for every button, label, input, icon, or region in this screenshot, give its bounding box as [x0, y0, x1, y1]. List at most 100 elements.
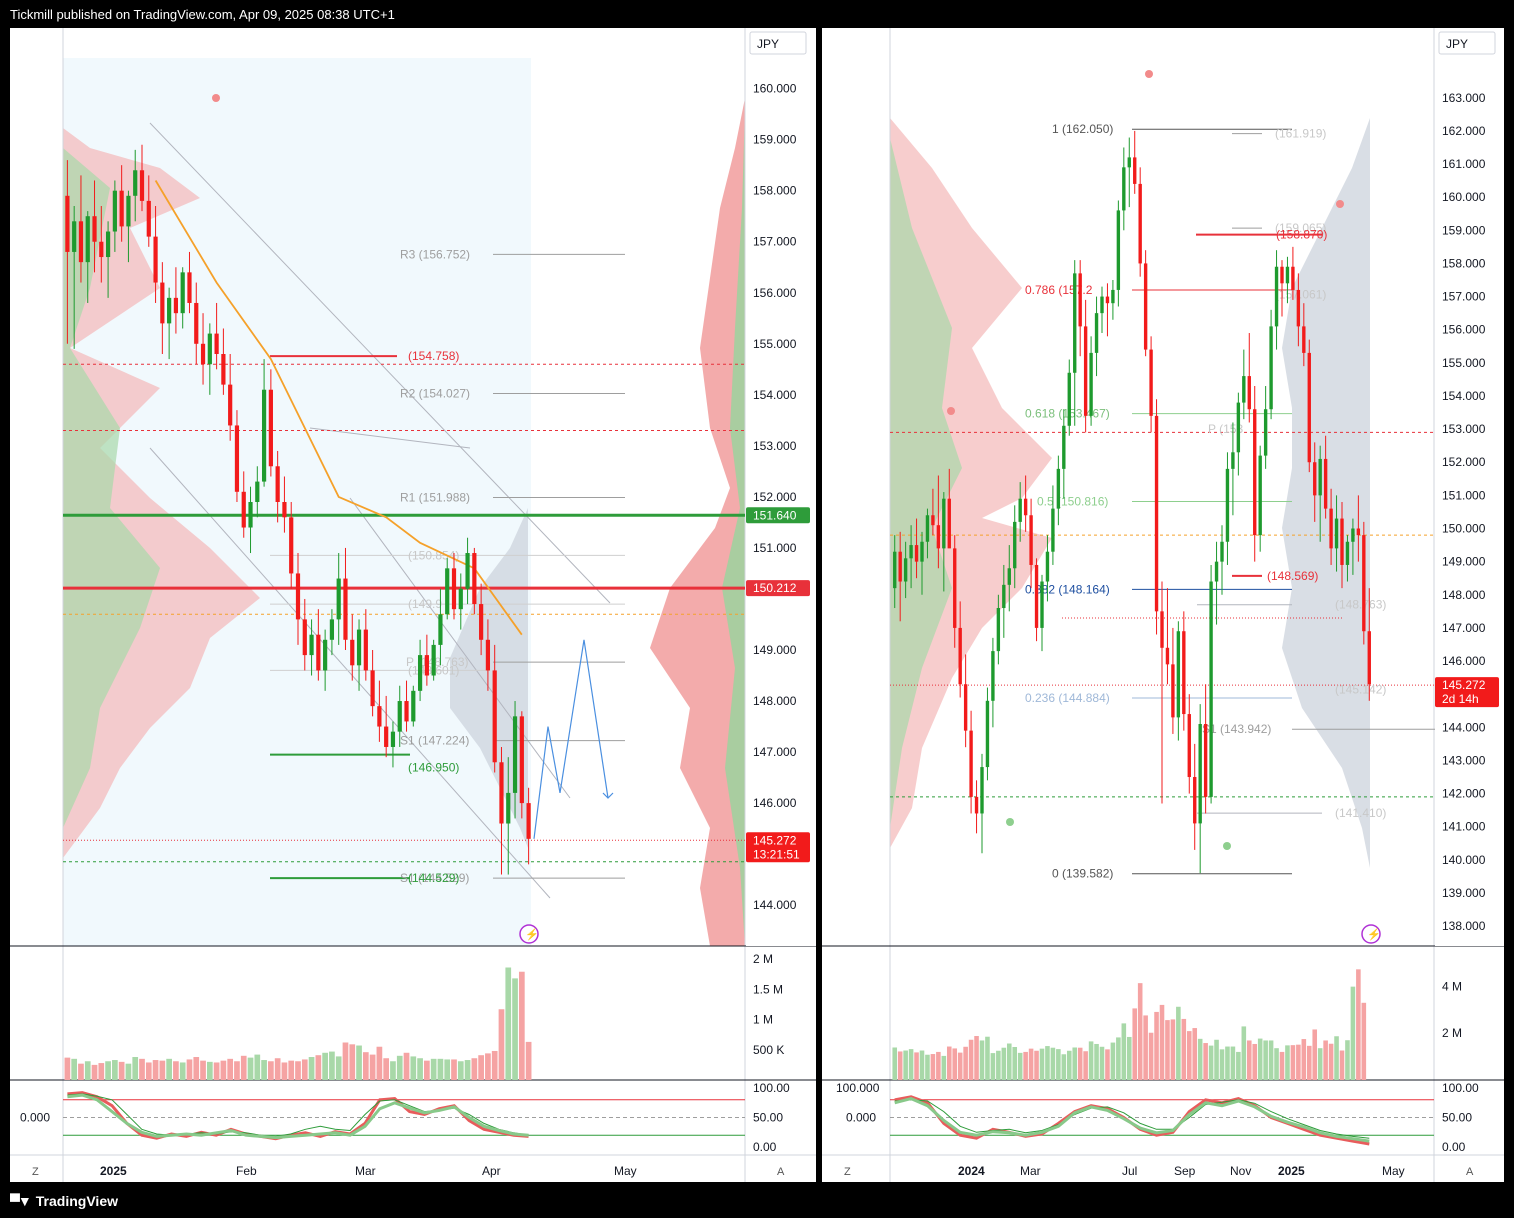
price-tick: 142.000	[1442, 787, 1486, 801]
candle-body	[512, 716, 518, 793]
volume-bar	[1154, 1011, 1159, 1080]
volume-bar	[64, 1057, 71, 1080]
volume-bar	[1306, 1045, 1312, 1080]
candle-body	[898, 551, 902, 582]
candle-body	[214, 333, 219, 354]
zoom-button[interactable]	[838, 1161, 860, 1181]
volume-bar	[1268, 1040, 1274, 1080]
volume-bar	[464, 1060, 471, 1080]
current-price-tag	[1435, 677, 1499, 708]
volume-bar	[159, 1060, 166, 1080]
candle-body	[458, 588, 463, 610]
candle-body	[1138, 183, 1142, 264]
fib-label: 0.5 (150.816)	[1037, 494, 1108, 508]
volume-bar	[139, 1058, 145, 1080]
volume-bar	[1317, 1048, 1323, 1080]
volume-bar	[1126, 1036, 1132, 1080]
volume-bar	[430, 1058, 437, 1080]
zoom-button[interactable]	[26, 1161, 48, 1181]
volume-bar	[525, 1041, 532, 1080]
price-tick: 152.000	[753, 490, 797, 504]
tradingview-logo-icon: ▀▼	[10, 1193, 32, 1209]
price-tick: 152.000	[1442, 455, 1486, 469]
osc-left-value: 0.000	[20, 1111, 50, 1125]
candle-body	[996, 608, 1001, 652]
time-label: May	[614, 1164, 637, 1178]
osc-signal-line	[67, 1093, 529, 1140]
countdown-text: 2d 14h	[1442, 692, 1479, 706]
volume-bar	[1056, 1049, 1061, 1080]
left-chart-panel[interactable]: R3 (156.752) R2 (154.027) R1 (151.988) (150…	[10, 28, 816, 1182]
signal-dot	[1145, 70, 1153, 78]
candle-body	[139, 170, 145, 201]
candle-body	[920, 541, 924, 562]
candle-body	[1127, 157, 1131, 168]
candle-body	[356, 629, 362, 666]
pivot-label: R1 (151.988)	[400, 491, 470, 505]
candle-body	[1280, 266, 1284, 284]
osc-left-value: 100.000	[836, 1081, 880, 1095]
volume-bar	[1077, 1047, 1083, 1080]
right-chart-svg[interactable]: 1 (162.050) 0.786 (157.2 0.618 (153.467) 0.…	[822, 28, 1504, 1182]
candle-body	[1023, 498, 1028, 516]
pivot-label: P (153	[1208, 422, 1243, 436]
osc-tick: 50.00	[1442, 1111, 1472, 1125]
right-chart-panel[interactable]: 1 (162.050) 0.786 (157.2 0.618 (153.467) 0.…	[822, 28, 1504, 1182]
candle-body	[438, 614, 443, 645]
candle-body	[1083, 326, 1088, 416]
pivot-label: R3 (156.752)	[400, 247, 470, 261]
candle-body	[302, 619, 307, 656]
candle-body	[914, 545, 919, 562]
candle-body	[1100, 296, 1104, 314]
volume-bar	[1159, 1004, 1165, 1080]
volume-bar	[335, 1056, 342, 1080]
candle-body	[377, 706, 382, 727]
volume-bar	[410, 1056, 417, 1080]
price-tick: 160.000	[753, 82, 797, 96]
volume-bar	[946, 1046, 952, 1080]
candle-body	[445, 568, 450, 615]
volume-bar	[1246, 1040, 1252, 1080]
candle-body	[1209, 581, 1213, 797]
fib-label: 0.618 (153.467)	[1025, 407, 1110, 421]
volume-bar	[261, 1060, 267, 1080]
currency-box[interactable]	[749, 31, 807, 55]
volume-bar	[417, 1058, 423, 1080]
volume-bar	[118, 1061, 125, 1080]
price-tick: 139.000	[1442, 886, 1486, 900]
left-chart-svg[interactable]: R3 (156.752) R2 (154.027) R1 (151.988) (150…	[10, 28, 816, 1182]
current-price-tag	[746, 832, 810, 863]
candle-body	[506, 792, 511, 824]
volume-bar	[179, 1062, 186, 1080]
volume-bar	[125, 1063, 132, 1080]
candle-body	[200, 343, 206, 365]
currency-box[interactable]	[1438, 31, 1496, 55]
candle-body	[1340, 518, 1344, 565]
volume-bar	[1219, 1049, 1225, 1080]
candle-body	[316, 634, 321, 671]
volume-bar	[963, 1046, 968, 1080]
volume-tick: 500 K	[753, 1043, 784, 1057]
price-tick: 149.000	[753, 643, 797, 657]
candle-body	[1225, 468, 1230, 542]
candle-body	[1073, 273, 1077, 373]
support-price-tag	[746, 507, 810, 524]
candle-body	[404, 701, 409, 722]
time-label: Feb	[236, 1164, 257, 1178]
volume-bar	[71, 1058, 78, 1080]
volume-bar	[1061, 1054, 1067, 1080]
lightning-icon[interactable]	[1361, 924, 1381, 944]
candle-body	[221, 354, 226, 385]
volume-bar	[274, 1058, 281, 1080]
tradingview-logo[interactable]: ▀▼ TradingView	[10, 1193, 118, 1209]
price-tick: 158.000	[753, 184, 797, 198]
pivot-label: S1 (144.529)	[400, 871, 469, 885]
pivot-label: (141.410)	[1335, 806, 1386, 820]
volume-bar	[1257, 1038, 1263, 1080]
lightning-icon[interactable]	[519, 924, 539, 944]
candle-body	[519, 716, 524, 804]
candle-body	[119, 190, 124, 227]
price-tick: 154.000	[753, 388, 797, 402]
candle-body	[1067, 372, 1071, 426]
candle-body	[336, 578, 341, 620]
